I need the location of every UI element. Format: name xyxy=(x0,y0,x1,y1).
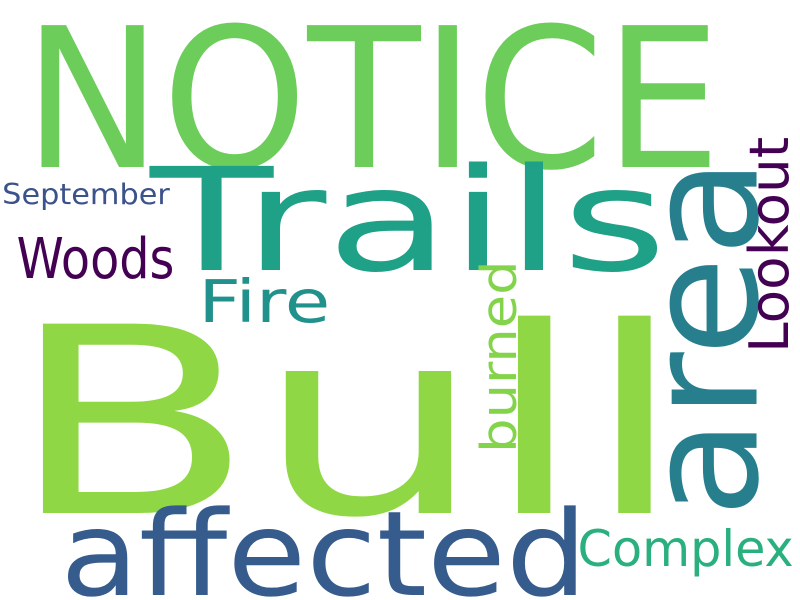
word-september: September xyxy=(2,177,170,211)
word-lookout: Lookout xyxy=(737,136,800,353)
word-woods: Woods xyxy=(16,227,175,292)
word-complex: Complex xyxy=(577,520,794,578)
word-notice: NOTICE xyxy=(23,0,722,214)
word-affected: affected xyxy=(60,486,588,600)
word-burned: burned xyxy=(472,260,528,453)
word-bull: Bull xyxy=(7,273,685,575)
word-trails: Trails xyxy=(150,137,667,304)
word-fire: Fire xyxy=(198,268,331,336)
